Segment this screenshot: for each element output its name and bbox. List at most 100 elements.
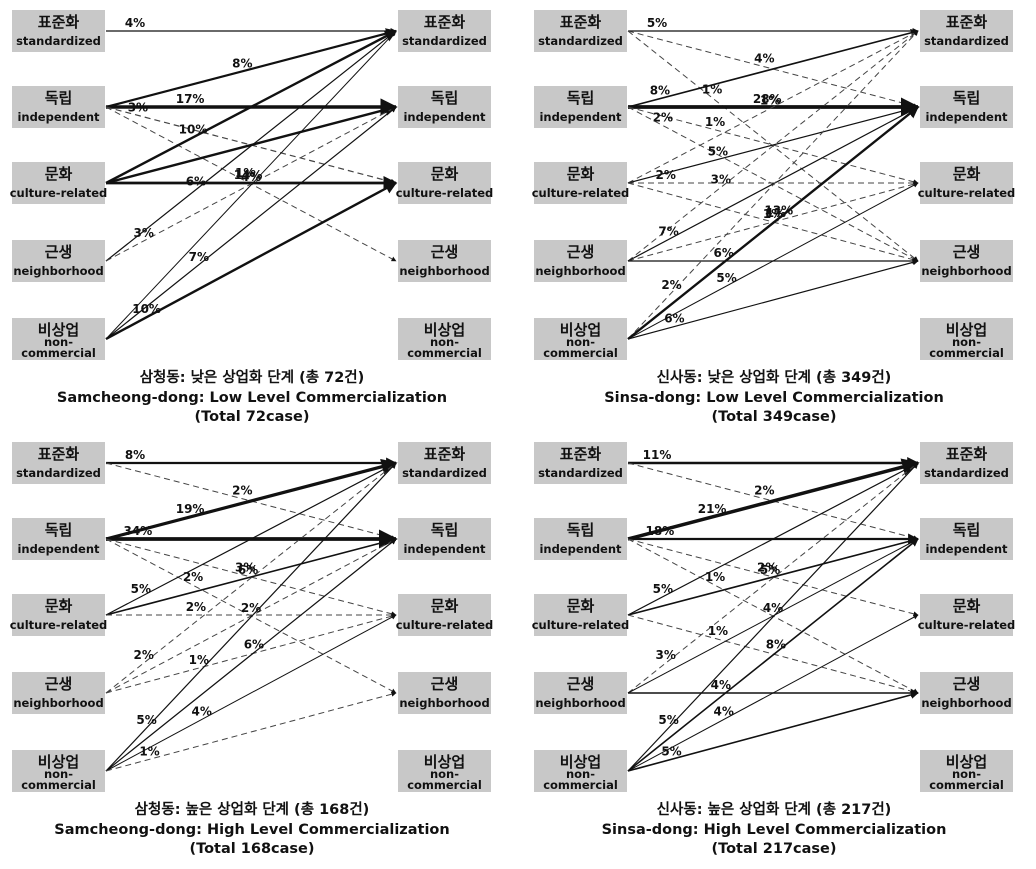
node-box (398, 518, 491, 560)
node-label-english: independent (539, 110, 622, 124)
edge-percent-label: 3% (711, 172, 731, 186)
edge-percent-label: 2% (757, 560, 777, 574)
node-left-3: 문화 culture-related (532, 162, 630, 204)
edge-percent-label: 2% (186, 600, 206, 614)
flow-arrow (105, 106, 397, 340)
node-label-korean: 비상업 (560, 753, 601, 771)
edge-percent-label: 34% (124, 524, 153, 538)
node-label-english: non- (44, 767, 73, 781)
flow-arrow (105, 29, 398, 185)
caption-line: 삼청동: 낮은 상업화 단계 (총 72건) (140, 369, 365, 386)
node-label-english: culture-related (918, 186, 1016, 200)
node-left-3: 문화 culture-related (532, 594, 629, 636)
flow-arrow (627, 106, 919, 262)
edge-percent-label: 7% (658, 224, 678, 238)
node-label-korean: 문화 (953, 165, 981, 183)
panel-4: 11% 2% 21% 18% 2% 1% 5% 5% 1% 3% 4% 4% 5% 8% 4% 5% 표준화 st… (532, 442, 1016, 857)
node-label-korean: 비상업 (946, 321, 987, 339)
node-box (920, 750, 1013, 792)
edge-percent-label: 6% (244, 638, 264, 652)
node-box (12, 10, 105, 52)
edge-percent-label: 5% (136, 713, 156, 727)
node-label-english: culture-related (532, 186, 630, 200)
node-box (920, 518, 1013, 560)
node-label-english: culture-related (918, 618, 1016, 632)
edge-percent-label: 14% (234, 168, 263, 182)
caption-line: (Total 72case) (195, 409, 310, 425)
caption-line: 삼청동: 높은 상업화 단계 (총 168건) (135, 801, 370, 818)
edge-percent-label: 10% (179, 122, 208, 136)
node-box (398, 594, 491, 636)
node-right-4: 근생 neighborhood (398, 672, 491, 714)
flow-arrow (105, 28, 398, 109)
node-label-english: standardized (538, 34, 623, 48)
flow-arrow (105, 538, 397, 772)
node-label-english: non- (566, 335, 595, 349)
node-box (398, 750, 491, 792)
node-label-korean: 독립 (431, 521, 459, 539)
node-box (534, 162, 627, 204)
flow-arrow (627, 30, 919, 340)
node-right-3: 문화 culture-related (396, 162, 493, 204)
node-label-english: commercial (543, 778, 618, 792)
node-label-english: culture-related (10, 186, 108, 200)
node-label-korean: 문화 (431, 165, 459, 183)
node-box (12, 594, 105, 636)
node-box (398, 240, 491, 282)
flow-arrow (105, 462, 397, 616)
edge-percent-label: 6% (186, 175, 206, 189)
edge-percent-label: 4% (763, 601, 783, 615)
edge-percent-label: 11% (643, 448, 672, 462)
node-label-korean: 근생 (567, 243, 595, 261)
edge-percent-label: 2% (134, 648, 154, 662)
node-label-korean: 독립 (45, 89, 73, 107)
node-box (534, 594, 627, 636)
flow-arrow (105, 181, 398, 341)
edge-percent-label: 1% (705, 115, 725, 129)
edge-percent-label: 5% (647, 16, 667, 30)
node-label-korean: 독립 (953, 521, 981, 539)
node-label-english: non- (566, 767, 595, 781)
node-label-english: non- (44, 335, 73, 349)
node-label-korean: 근생 (953, 243, 981, 261)
flow-arrow (105, 30, 397, 262)
node-right-2: 독립 independent (398, 518, 491, 560)
node-box (534, 240, 627, 282)
node-label-english: standardized (402, 466, 487, 480)
node-right-3: 문화 culture-related (396, 594, 493, 636)
node-label-english: commercial (929, 346, 1004, 360)
edge-percent-label: 8% (232, 56, 252, 70)
edge-percent-label: 1% (705, 570, 725, 584)
caption-line: Sinsa-dong: Low Level Commercialization (604, 390, 944, 406)
caption-line: Sinsa-dong: High Level Commercialization (602, 822, 947, 838)
node-right-4: 근생 neighborhood (398, 240, 491, 282)
node-label-korean: 문화 (567, 165, 595, 183)
node-box (398, 442, 491, 484)
edge-percent-label: 4% (125, 16, 145, 30)
edge-percent-label: 5% (760, 563, 780, 577)
node-left-2: 독립 independent (12, 86, 105, 128)
node-label-korean: 독립 (953, 89, 981, 107)
node-box (534, 318, 627, 360)
node-label-korean: 근생 (45, 675, 73, 693)
node-box (12, 162, 105, 204)
flow-arrow (105, 462, 397, 694)
node-label-korean: 표준화 (424, 445, 466, 463)
caption-line: 신사동: 낮은 상업화 단계 (총 349건) (657, 369, 892, 386)
node-label-english: neighborhood (921, 264, 1011, 278)
panel-caption: 신사동: 높은 상업화 단계 (총 217건) Sinsa-dong: High … (602, 801, 947, 857)
flow-arrow (627, 462, 919, 772)
edge-percent-label: 5% (658, 713, 678, 727)
edge-percent-label: 1% (189, 653, 209, 667)
node-box (398, 672, 491, 714)
node-left-2: 독립 independent (534, 518, 627, 560)
node-box (534, 518, 627, 560)
flow-arrow (105, 691, 397, 772)
node-right-2: 독립 independent (398, 86, 491, 128)
node-label-korean: 근생 (45, 243, 73, 261)
caption-line: (Total 349case) (711, 409, 836, 425)
flow-arrow (105, 30, 397, 340)
